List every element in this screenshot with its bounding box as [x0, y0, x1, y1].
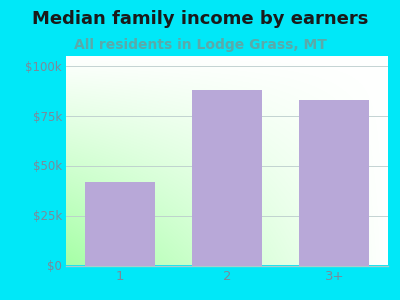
Bar — [300, 100, 369, 266]
Bar — [192, 89, 262, 266]
Text: Median family income by earners: Median family income by earners — [32, 11, 368, 28]
Text: All residents in Lodge Grass, MT: All residents in Lodge Grass, MT — [74, 38, 326, 52]
Bar — [85, 182, 154, 266]
